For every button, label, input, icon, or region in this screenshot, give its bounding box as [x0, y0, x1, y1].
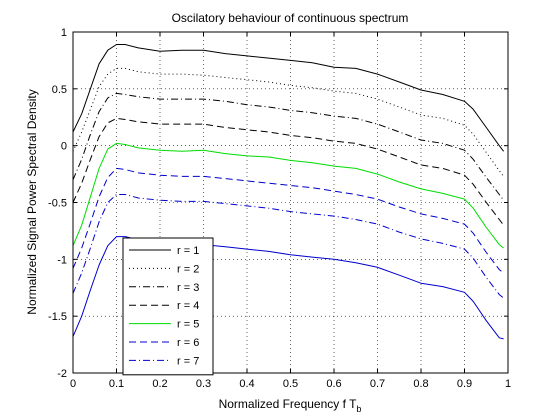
legend-box: [122, 237, 214, 376]
x-tick-label: 0.2: [152, 378, 167, 390]
x-tick-label: 0.9: [457, 378, 472, 390]
legend-label: r = 2: [177, 263, 199, 275]
plot-area: 0 0.1 0.2 0.3 0.4 0.5 0.6 0.7 0.8 0.9 1 -2 -1.5 -1 -0.…: [48, 27, 511, 390]
legend-label: r = 5: [177, 319, 199, 331]
legend-label: r = 3: [177, 282, 199, 294]
y-tick-label: 1: [61, 27, 67, 39]
x-tick-label: 0.3: [196, 378, 211, 390]
series-line: [72, 142, 504, 249]
y-tick-label: -2: [57, 368, 67, 380]
series-line: [72, 194, 504, 299]
x-tick-label: 0.7: [370, 378, 385, 390]
series-line: [72, 92, 504, 201]
legend-label: r = 7: [177, 355, 199, 367]
series-line: [72, 236, 504, 340]
x-tick-label: 0.8: [413, 378, 428, 390]
y-tick-label: -1.5: [48, 311, 67, 323]
legend: r = 1 r = 2 r = 3 r = 4 r = 5 r = 6 r = 7: [122, 237, 214, 376]
x-axis-label-main: Normalized Frequency f T: [219, 397, 358, 411]
series-line: [72, 117, 504, 226]
tick-layer: 0 0.1 0.2 0.3 0.4 0.5 0.6 0.7 0.8 0.9 1 -2 -1.5 -1 -0.…: [48, 27, 511, 390]
series-line: [72, 167, 504, 274]
legend-label: r = 4: [177, 300, 199, 312]
x-tick-label: 0.5: [283, 378, 298, 390]
y-tick-label: 0.5: [52, 84, 67, 96]
series-line: [72, 67, 504, 177]
x-tick-label: 0: [70, 378, 76, 390]
chart-title: Oscilatory behaviour of continuous spect…: [172, 11, 409, 25]
legend-label: r = 1: [177, 245, 199, 257]
y-axis-label: Normalized Signal Power Spectral Density: [25, 89, 39, 314]
legend-label: r = 6: [177, 337, 199, 349]
x-tick-label: 0.4: [239, 378, 254, 390]
x-tick-label: 1: [505, 378, 511, 390]
y-tick-label: -1: [57, 254, 67, 266]
x-tick-label: 0.6: [326, 378, 341, 390]
y-tick-label: 0: [61, 141, 67, 153]
x-axis-label: Normalized Frequency f Tb: [219, 397, 362, 414]
x-tick-label: 0.1: [109, 378, 124, 390]
series-line: [72, 44, 504, 152]
series-layer: [72, 44, 504, 340]
y-tick-label: -0.5: [48, 198, 67, 210]
x-axis-label-subscript: b: [356, 404, 361, 414]
